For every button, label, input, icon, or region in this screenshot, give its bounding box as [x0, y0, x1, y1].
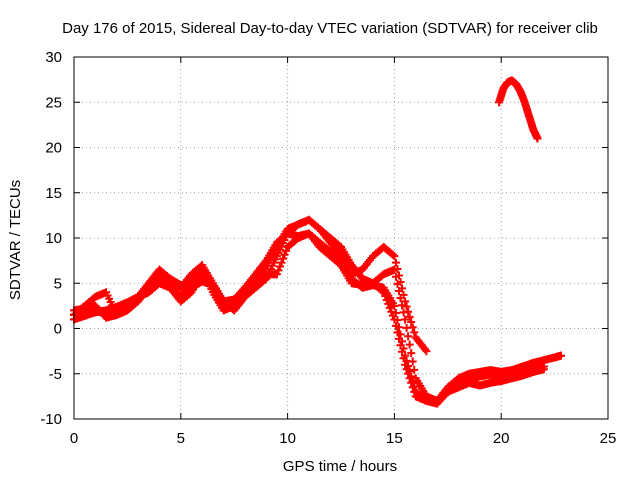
data-point — [390, 252, 399, 261]
data-point — [274, 266, 283, 275]
y-tick-label: 10 — [45, 230, 62, 247]
data-point — [394, 271, 403, 280]
data-point — [393, 316, 402, 325]
data-point — [394, 323, 403, 332]
y-tick-label: 20 — [45, 140, 62, 157]
data-point — [399, 344, 408, 353]
data-point — [272, 270, 281, 279]
data-point — [404, 361, 413, 370]
x-tick-label: 10 — [279, 430, 296, 447]
data-point — [396, 330, 405, 339]
data-point — [401, 351, 410, 360]
data-point — [398, 284, 407, 293]
data-point — [407, 318, 416, 327]
data-point — [387, 307, 396, 316]
x-tick-label: 15 — [386, 430, 403, 447]
x-tick-label: 20 — [493, 430, 510, 447]
series-track-d — [70, 215, 431, 356]
data-point — [410, 328, 419, 337]
data-point — [402, 302, 411, 311]
data-point — [404, 307, 413, 316]
data-point — [410, 365, 419, 374]
x-tick-label: 5 — [177, 430, 185, 447]
y-tick-label: -10 — [40, 411, 62, 428]
y-tick-label: 30 — [45, 49, 62, 66]
data-point — [390, 301, 399, 310]
x-tick-label: 25 — [600, 430, 617, 447]
data-point — [393, 265, 402, 274]
data-point — [539, 365, 548, 374]
data-point — [533, 134, 542, 143]
tick-labels: 0 5 10 15 20 25 -10 -5 0 5 10 15 20 25 30 — [40, 49, 616, 447]
chart-title: Day 176 of 2015, Sidereal Day-to-day VTE… — [62, 20, 598, 37]
data-point — [405, 340, 414, 349]
data-point — [280, 250, 289, 259]
data-point — [405, 312, 414, 321]
x-axis-label: GPS time / hours — [283, 458, 397, 475]
data-point — [402, 356, 411, 365]
data-point — [282, 246, 291, 255]
y-tick-label: 0 — [54, 321, 62, 338]
x-tick-label: 0 — [70, 430, 78, 447]
data-point — [279, 254, 288, 263]
data-point — [388, 250, 397, 259]
data-point — [275, 262, 284, 271]
data-point — [385, 303, 394, 312]
plot-area — [70, 76, 566, 408]
data-point — [422, 347, 431, 356]
data-point — [277, 258, 286, 267]
y-tick-label: 15 — [45, 185, 62, 202]
data-point — [396, 277, 405, 286]
data-point — [404, 332, 413, 341]
data-point — [401, 315, 410, 324]
data-point — [557, 351, 566, 360]
data-point — [408, 377, 417, 386]
y-axis-label: SDTVAR / TECUs — [7, 180, 24, 300]
series-evening-arc — [495, 76, 542, 143]
data-point — [407, 372, 416, 381]
data-point — [398, 337, 407, 346]
data-point — [405, 367, 414, 376]
data-point — [391, 258, 400, 267]
y-tick-label: 25 — [45, 94, 62, 111]
plot-frame — [73, 56, 609, 420]
data-point — [410, 382, 419, 391]
data-point — [407, 349, 416, 358]
y-tick-label: 5 — [54, 275, 62, 292]
data-point — [408, 323, 417, 332]
data-point — [399, 290, 408, 299]
data-point — [391, 308, 400, 317]
y-tick-label: -5 — [49, 366, 62, 383]
data-point — [401, 297, 410, 306]
